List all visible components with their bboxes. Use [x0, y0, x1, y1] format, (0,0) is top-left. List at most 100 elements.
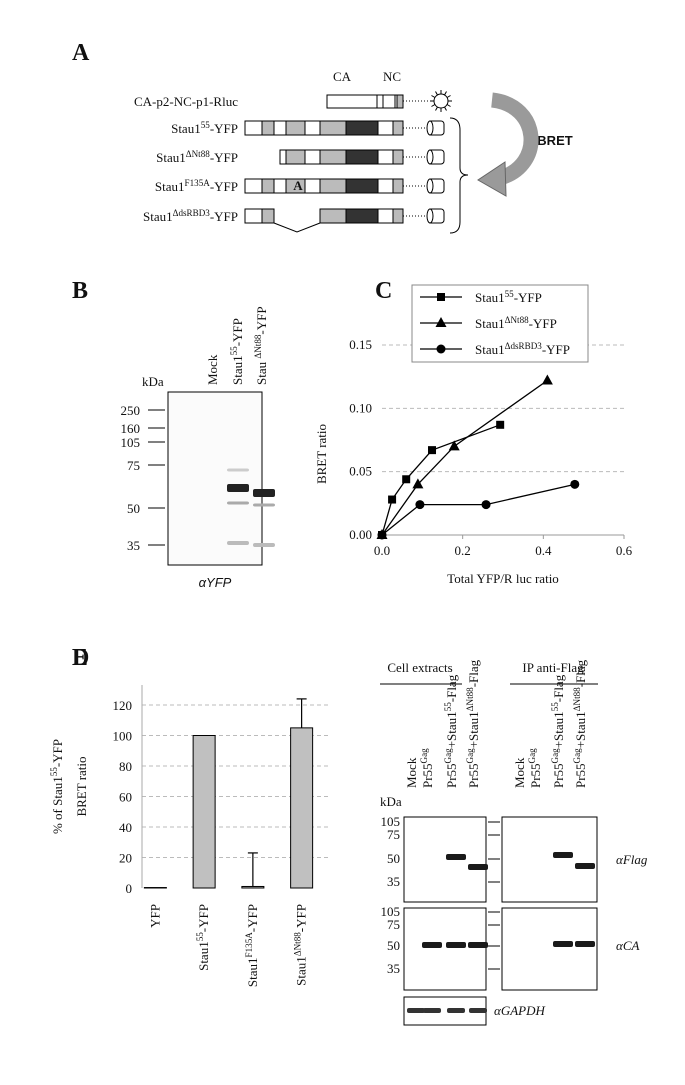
y-tick-label: 0.00 — [349, 527, 372, 542]
construct-segment — [345, 208, 379, 224]
antibody-label: αCA — [616, 938, 639, 953]
bar — [290, 727, 314, 889]
construct-segment — [261, 178, 275, 194]
band — [468, 942, 488, 948]
x-tick-label: 0.6 — [616, 543, 633, 558]
band — [227, 501, 249, 505]
band — [446, 942, 466, 948]
series-line — [381, 379, 548, 536]
arrow-label: BRET — [537, 133, 572, 148]
construct-label: Stau1ΔNt88-YFP — [156, 149, 238, 165]
construct-segment — [377, 120, 394, 136]
rluc-ray — [446, 104, 451, 107]
marker-label: 105 — [381, 904, 401, 919]
band — [469, 1008, 487, 1013]
lane-label: Stau155-YFP — [229, 318, 245, 385]
construct-label-part: CA-p2-NC-p1-Rluc — [134, 94, 238, 109]
construct-segment — [244, 178, 263, 194]
lane-label-part: Gag — [572, 748, 582, 764]
lane-label-part: Gag — [550, 748, 560, 764]
lane-label-part: ΔNt88 — [253, 334, 263, 358]
lane-label: Pr55Gag+Stau1ΔNt88-Flag — [465, 659, 481, 788]
lane-label-part: 55 — [550, 702, 560, 712]
marker — [481, 500, 491, 510]
lane-label-part: -Flag — [444, 674, 459, 702]
construct-label-part: -YFP — [210, 179, 238, 194]
y-tick-label: 0.10 — [349, 400, 372, 415]
marker — [402, 475, 411, 484]
lane-label-part: ΔNt88 — [572, 687, 582, 711]
lane-label: Mock — [205, 354, 220, 385]
bar — [241, 885, 265, 889]
y-axis-label: BRET ratio — [74, 756, 89, 816]
panel-label: D — [72, 645, 89, 671]
construct-label-part: -YFP — [210, 209, 238, 224]
brace — [449, 117, 469, 234]
legend-label-part: ΔNt88 — [505, 315, 529, 325]
deletion — [273, 222, 321, 233]
marker — [388, 495, 397, 504]
construct-label-part: 55 — [201, 120, 211, 130]
lane-label-part: Mock — [512, 757, 527, 788]
marker-label: 105 — [121, 435, 141, 450]
lane-label-part: -Flag — [466, 659, 481, 687]
construct-label-part: -YFP — [210, 121, 238, 136]
panel-label: A — [72, 40, 90, 66]
lane-label: Pr55Gag+Stau155-Flag — [550, 674, 566, 788]
construct-label-part: Stau1 — [143, 209, 173, 224]
x-tick-label-part: YFP — [147, 904, 162, 928]
marker — [496, 420, 505, 429]
x-tick-label: 0.0 — [374, 543, 390, 558]
bret-arrow — [490, 92, 539, 186]
construct-label: Stau1F135A-YFP — [155, 178, 238, 194]
marker — [377, 530, 387, 540]
lane-label-part: Pr55 — [528, 763, 543, 788]
legend-label: Stau1ΔdsRBD3-YFP — [475, 341, 570, 357]
lane-label: Mock — [404, 757, 419, 788]
band — [575, 863, 595, 869]
construct-label: Stau155-YFP — [171, 120, 238, 136]
marker — [412, 478, 424, 489]
lane-label-part: -Flag — [551, 674, 566, 702]
construct-segment — [319, 178, 347, 194]
lane-label: Pr55Gag+Stau1ΔNt88-Flag — [572, 659, 588, 788]
x-tick-label-part: 55 — [195, 932, 205, 942]
y-tick-label: 20 — [119, 851, 132, 866]
band — [553, 941, 573, 947]
construct-segment — [345, 149, 379, 165]
y-tick-label: 0 — [126, 881, 133, 896]
construct-segment — [377, 178, 394, 194]
construct-segment — [319, 120, 347, 136]
bret-arrowhead — [477, 161, 507, 197]
antibody-label: αFlag — [616, 852, 648, 867]
x-tick-label-part: Stau1 — [196, 941, 211, 971]
lane-label-part: Pr55 — [573, 763, 588, 788]
construct-label-part: ΔNt88 — [186, 149, 210, 159]
blot — [167, 391, 263, 566]
yfp-end — [426, 208, 434, 224]
y-tick-label: 120 — [113, 698, 133, 713]
construct-segment — [392, 178, 404, 194]
antibody-label: αYFP — [199, 575, 232, 590]
unit-label: kDa — [380, 794, 402, 809]
domain-label: NC — [383, 69, 401, 84]
marker-label: 160 — [121, 421, 141, 436]
construct-segment — [396, 94, 404, 109]
series-line — [381, 424, 501, 536]
marker-label: 50 — [387, 938, 400, 953]
marker — [541, 374, 553, 385]
construct-segment — [304, 178, 321, 194]
construct-segment — [244, 120, 263, 136]
rluc-ray — [444, 91, 447, 96]
group-label: IP anti-Flag — [522, 660, 584, 675]
legend-label-part: Stau1 — [475, 342, 505, 357]
construct-segment — [392, 120, 404, 136]
legend-label-part: -YFP — [529, 316, 557, 331]
yfp-end — [426, 178, 434, 194]
lane-label-part: 55 — [443, 702, 453, 712]
lane-label-part: Mock — [205, 354, 220, 385]
marker-label: 75 — [387, 827, 400, 842]
group-label: Cell extracts — [387, 660, 452, 675]
band — [407, 1008, 425, 1013]
